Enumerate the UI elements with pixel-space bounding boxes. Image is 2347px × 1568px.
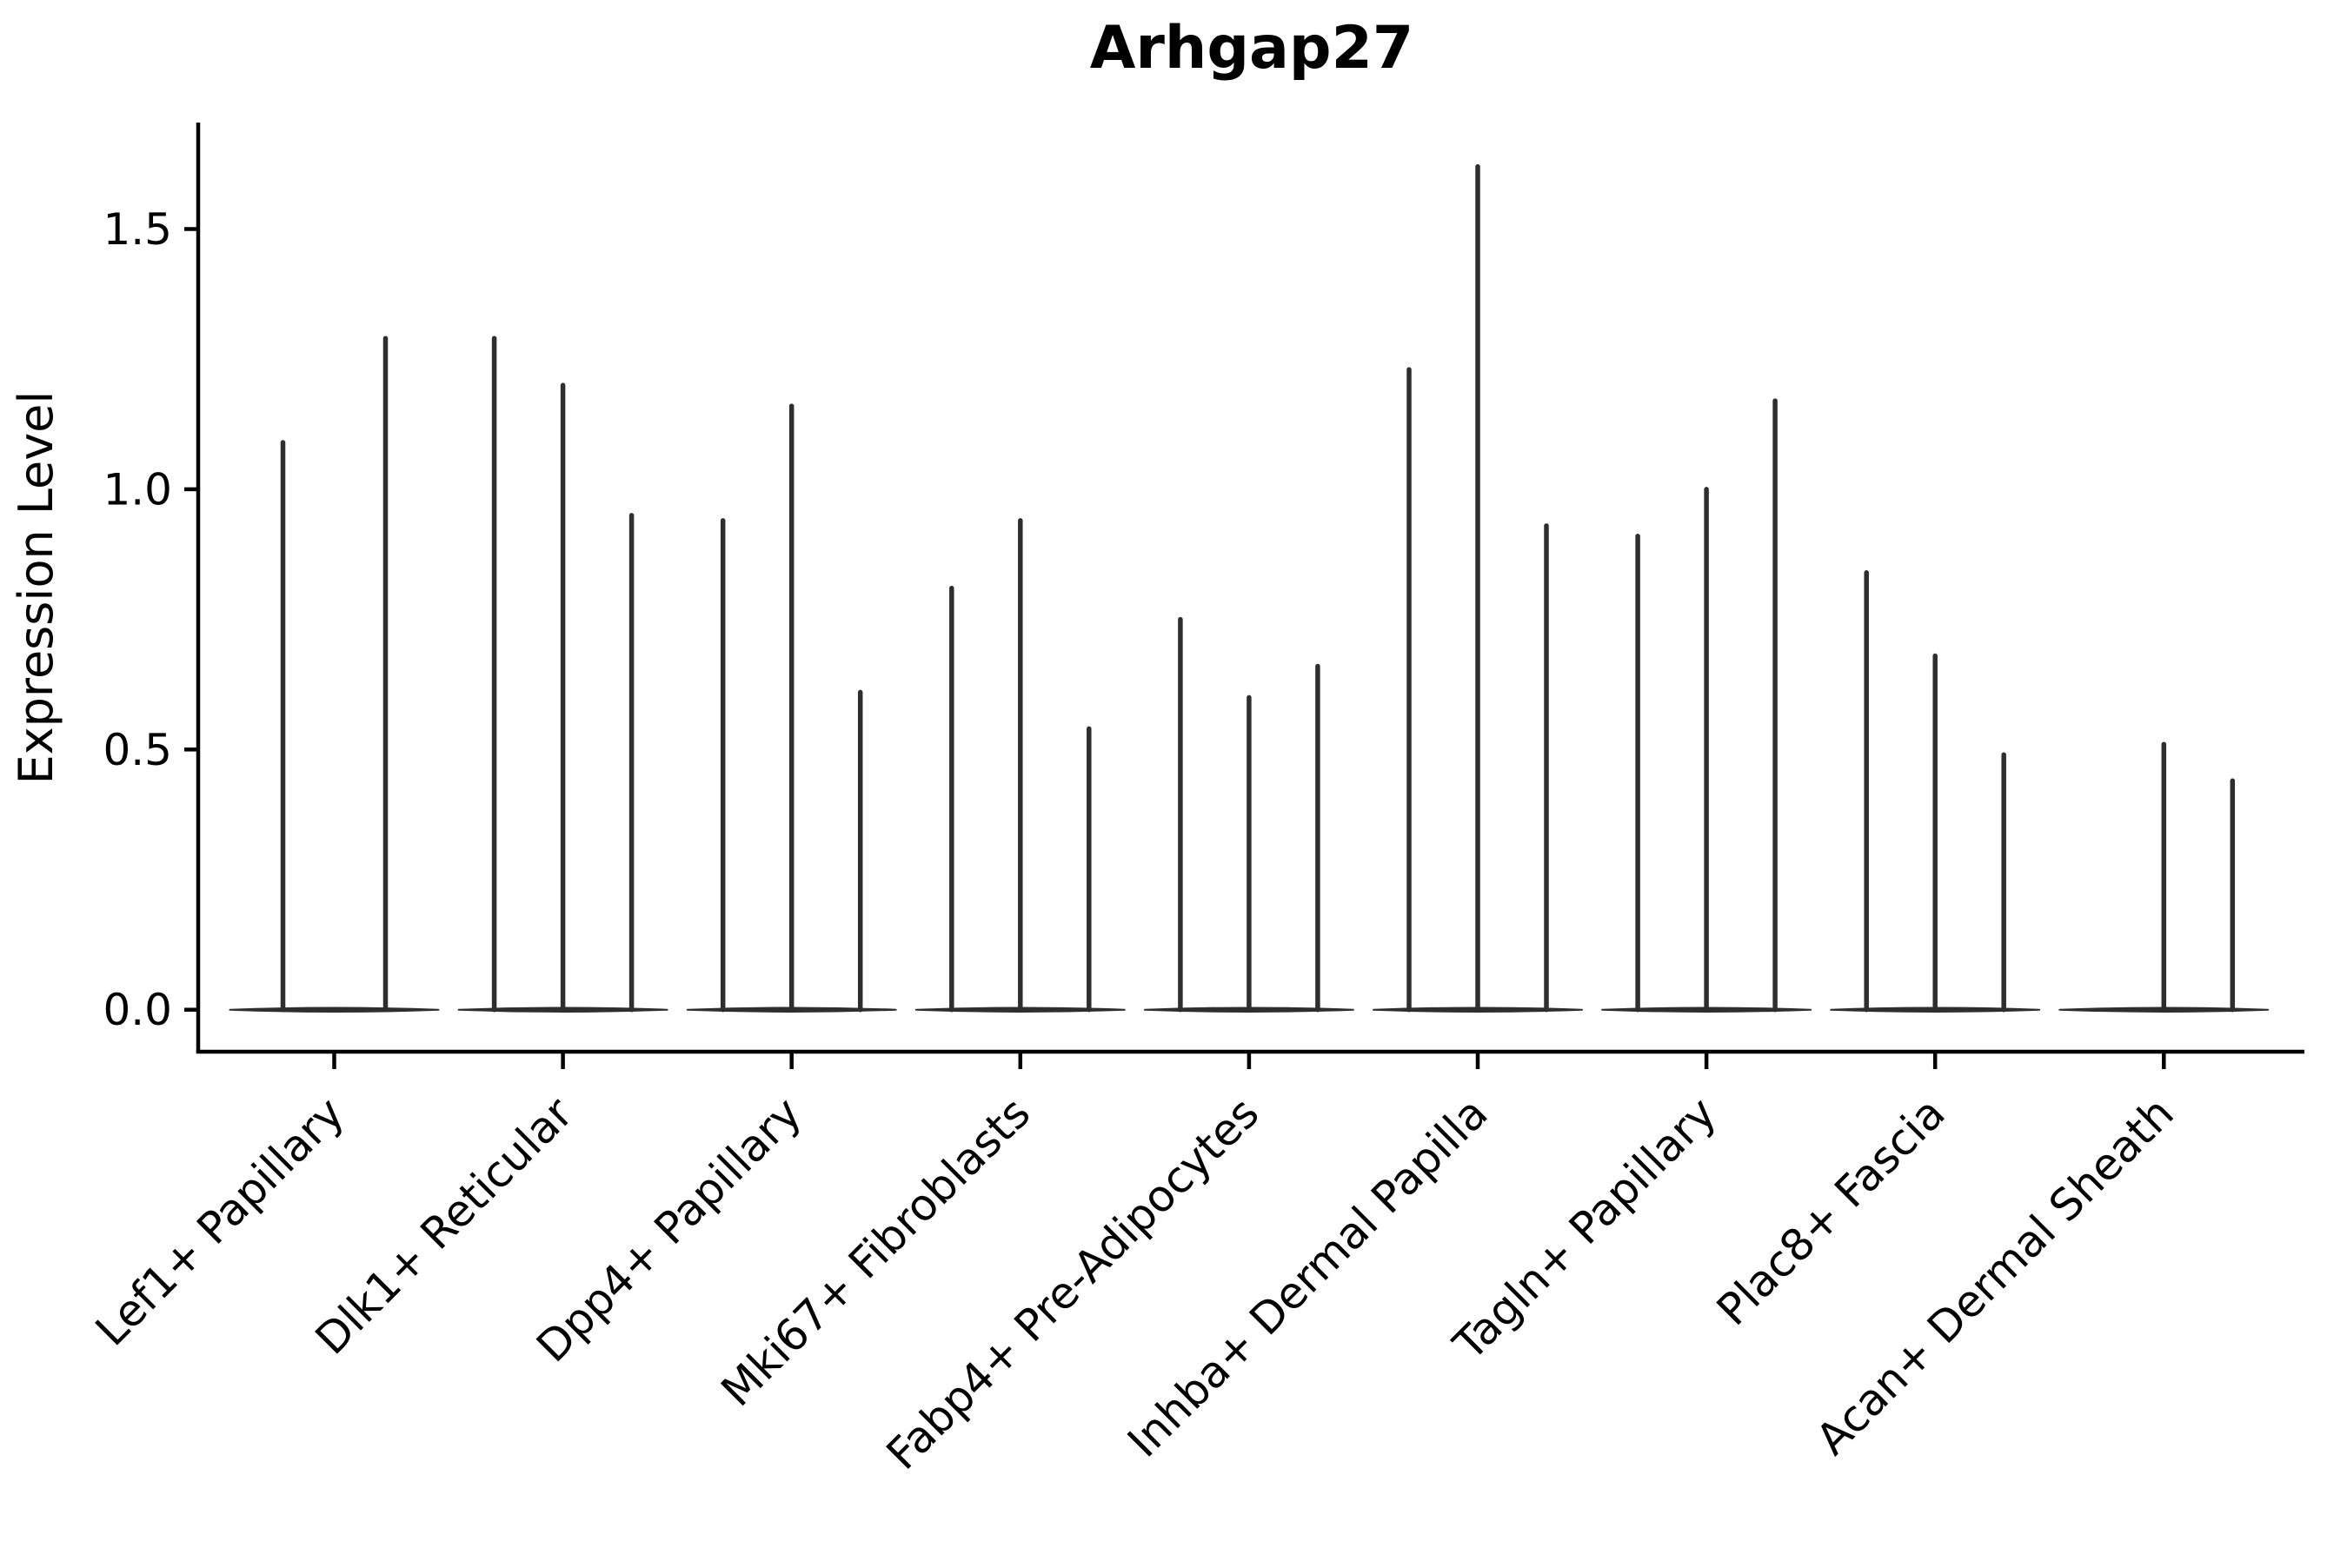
x-tick-label: Plac8+ Fascia [1707,1087,1955,1335]
chart-title: Arhgap27 [1090,14,1413,83]
y-tick-label: 1.5 [103,204,172,255]
y-axis-label: Expression Level [9,391,63,785]
y-tick-label: 0.0 [103,985,172,1035]
x-tick-label: Lef1+ Papillary [86,1087,354,1355]
violin-base [229,1007,440,1013]
y-tick-label: 1.0 [103,464,172,515]
y-tick-label: 0.5 [103,725,172,775]
x-tick-label: Fabp4+ Pre-Adipocytes [877,1087,1269,1479]
